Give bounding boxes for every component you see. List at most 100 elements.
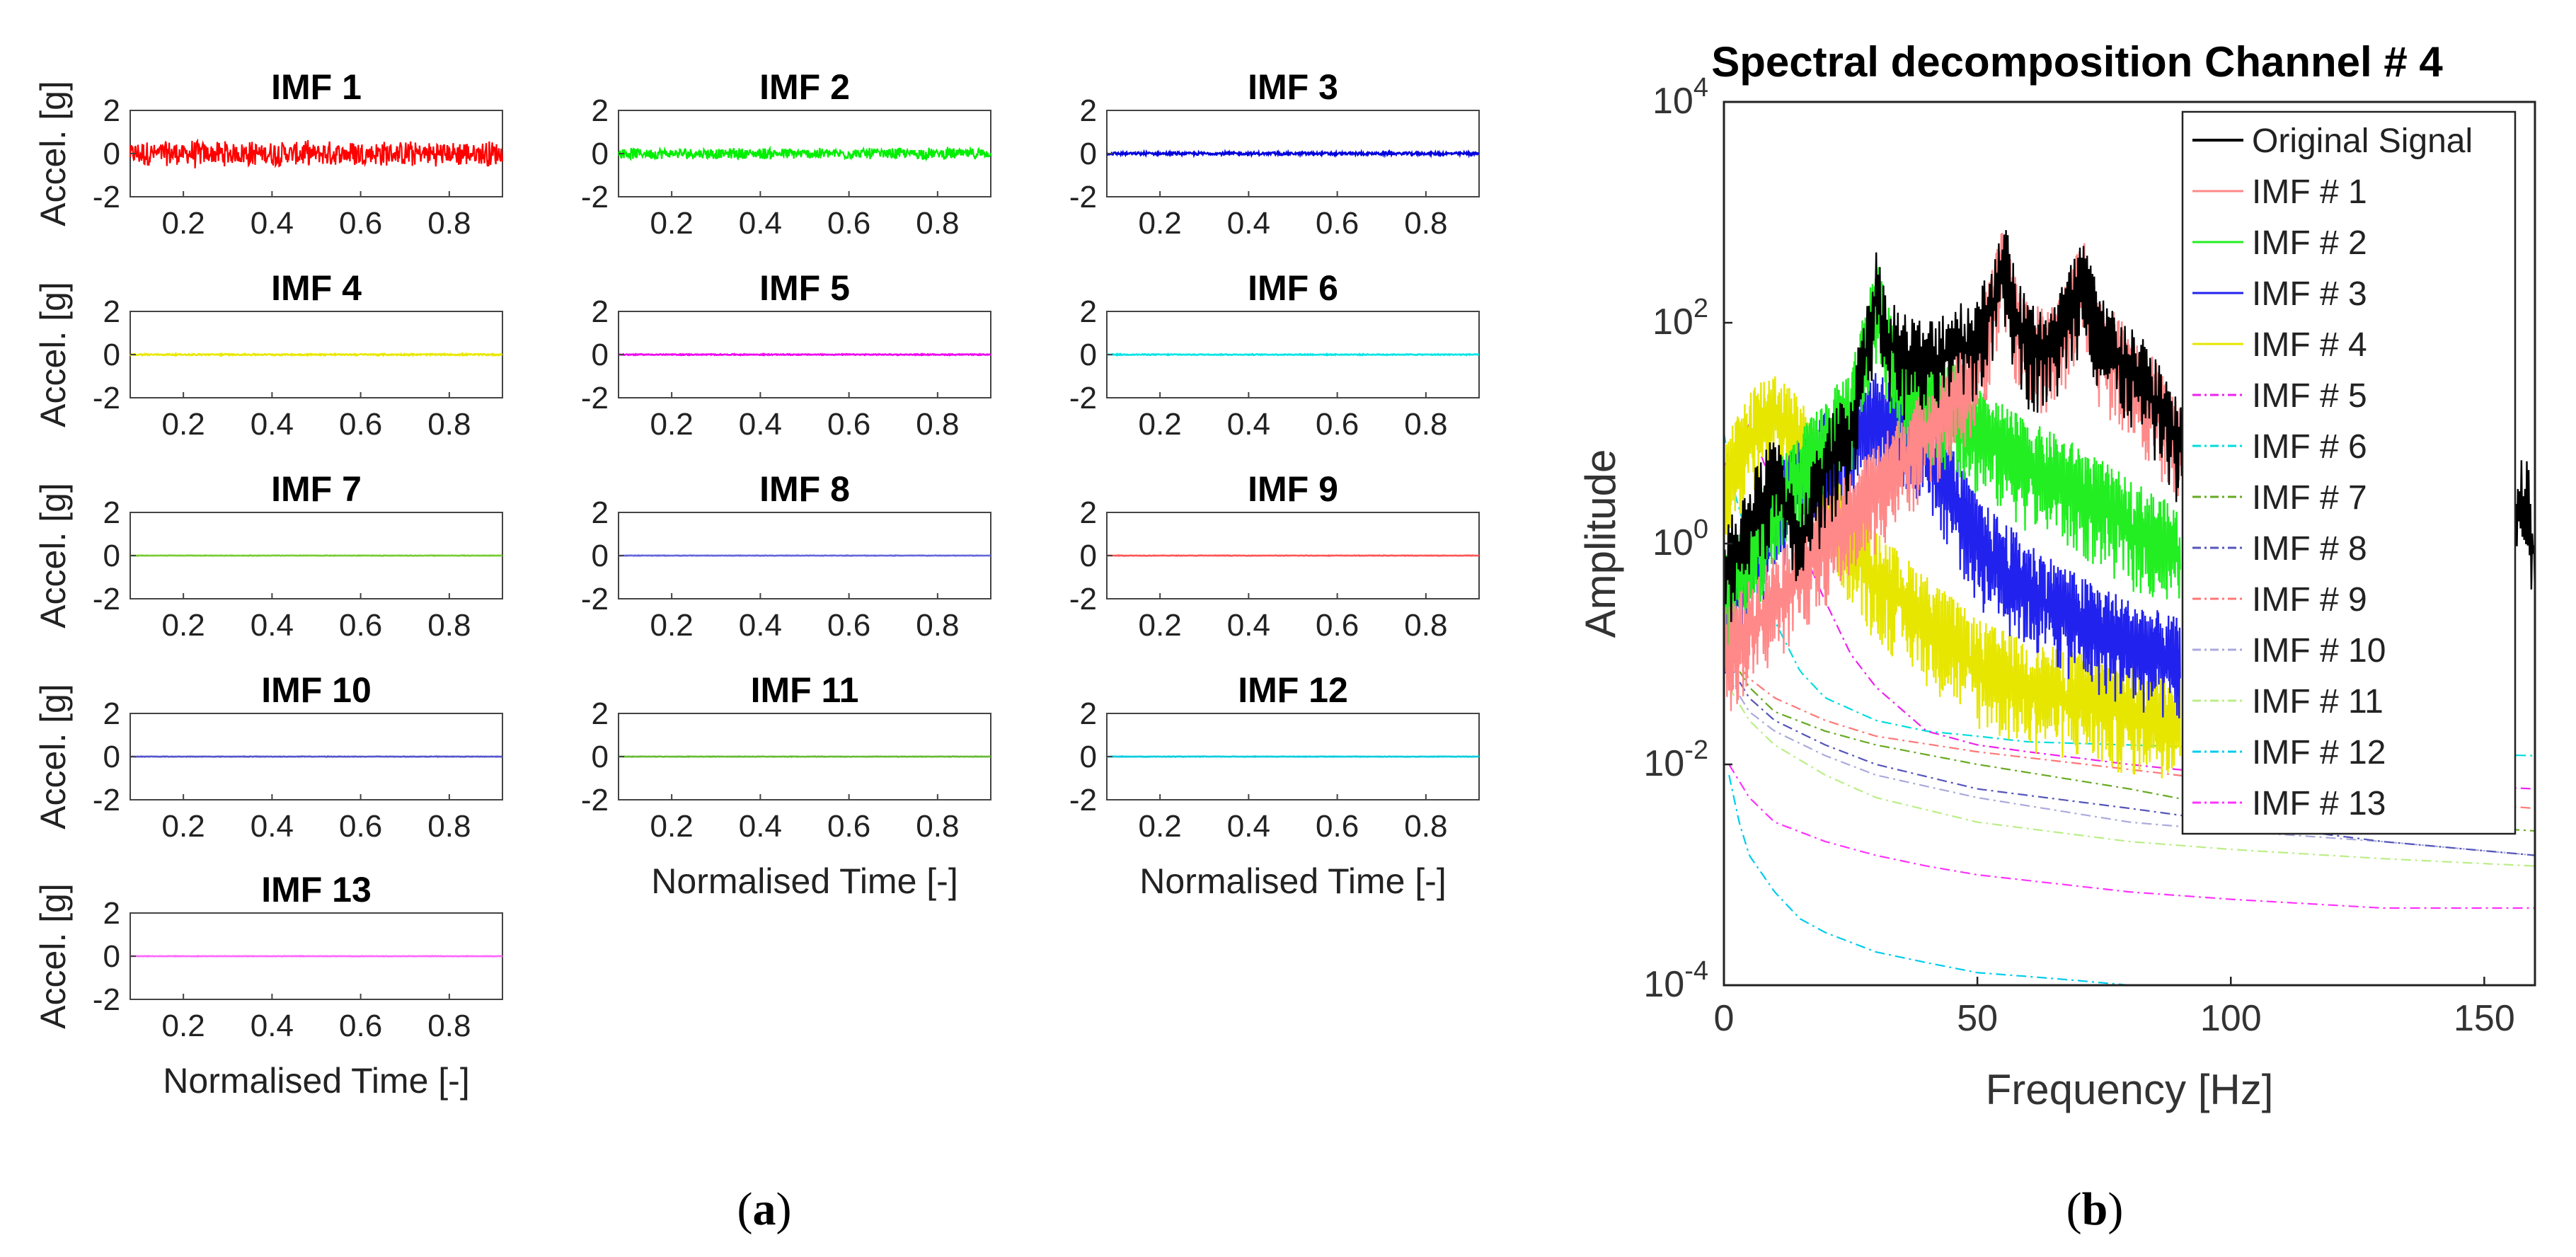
- y-tick-label: 2: [592, 696, 609, 731]
- x-tick-label: 0.2: [650, 809, 694, 844]
- legend-entry: Original Signal: [2252, 122, 2473, 160]
- x-tick-label: 0.4: [251, 1009, 294, 1043]
- imf-signal-line: [129, 138, 504, 168]
- y-tick-label: 0: [1080, 539, 1097, 573]
- legend-entry: IMF # 2: [2252, 224, 2367, 262]
- x-tick-label: 0.4: [251, 407, 294, 442]
- y-tick-label: 0: [103, 338, 120, 372]
- y-tick-label: 0: [103, 939, 120, 974]
- x-tick-label: 0.2: [162, 608, 205, 643]
- y-tick-label: 2: [592, 294, 609, 329]
- y-tick-label: 2: [1080, 294, 1097, 329]
- imf-x-axis-label: Normalised Time [-]: [163, 1061, 469, 1101]
- imf-subplot-title: IMF 13: [261, 870, 372, 909]
- x-tick-label: 0.6: [1316, 407, 1359, 442]
- y-tick-label: 104: [1652, 73, 1708, 122]
- y-tick-label: 2: [103, 294, 120, 329]
- spectrum-series-line: [1728, 774, 2180, 985]
- x-tick-label: 0.8: [427, 407, 471, 442]
- y-tick-label: -2: [1069, 783, 1097, 817]
- legend-entry: IMF # 13: [2252, 785, 2386, 822]
- y-tick-label: 0: [103, 137, 120, 171]
- panel-b-caption: (b): [2066, 1183, 2124, 1235]
- imf-x-axis-label: Normalised Time [-]: [1139, 861, 1446, 901]
- imf-subplot: IMF 3 2 0 -2 0.2 0.4 0.6 0.8: [1069, 67, 1480, 241]
- x-tick-label: 0.2: [162, 1009, 205, 1043]
- imf-subplot: IMF 1 2 0 -2 0.2 0.4 0.6 0.8 Accel. [g]: [33, 67, 504, 241]
- x-tick-label: 0.4: [1227, 407, 1270, 442]
- x-tick-label: 0.8: [427, 206, 471, 241]
- imf-subplot: IMF 11 2 0 -2 0.2 0.4 0.6 0.8 Normalised Time [-…: [581, 670, 991, 901]
- legend-entry: IMF # 4: [2252, 326, 2367, 364]
- imf-subplot: IMF 8 2 0 -2 0.2 0.4 0.6 0.8: [581, 469, 991, 643]
- legend-entry: IMF # 8: [2252, 530, 2367, 568]
- x-tick-label: 0.4: [251, 608, 294, 643]
- y-tick-label: -2: [581, 582, 609, 616]
- imf-subplot-title: IMF 2: [759, 67, 850, 107]
- y-tick-label: 10-4: [1643, 956, 1708, 1005]
- y-tick-label: 2: [1080, 93, 1097, 128]
- legend-entry: IMF # 9: [2252, 581, 2367, 619]
- x-tick-label: 0.6: [1316, 809, 1359, 844]
- imf-subplot-title: IMF 3: [1248, 67, 1338, 107]
- imf-subplot: IMF 5 2 0 -2 0.2 0.4 0.6 0.8: [581, 268, 991, 442]
- legend-entry: IMF # 10: [2252, 632, 2386, 670]
- y-tick-label: 2: [1080, 495, 1097, 530]
- x-tick-label: 0.4: [739, 608, 782, 643]
- x-tick-label: 0.6: [339, 206, 382, 241]
- x-tick-label: 0.8: [916, 809, 959, 844]
- x-tick-label: 0.2: [650, 608, 694, 643]
- x-tick-label: 0.8: [1404, 206, 1447, 241]
- x-tick-label: 0.2: [162, 407, 205, 442]
- imf-subplot: IMF 12 2 0 -2 0.2 0.4 0.6 0.8 Normalised Time [-…: [1069, 670, 1480, 901]
- x-tick-label: 0.4: [1227, 206, 1270, 241]
- x-tick-label: 0.4: [251, 809, 294, 844]
- imf-subplot: IMF 2 2 0 -2 0.2 0.4 0.6 0.8: [581, 67, 992, 241]
- imf-subplot-title: IMF 7: [271, 469, 362, 509]
- imf-subplot-title: IMF 9: [1248, 469, 1338, 509]
- x-tick-label: 0.2: [162, 206, 205, 241]
- y-tick-label: 2: [592, 93, 609, 128]
- x-tick-label: 0.8: [427, 1009, 471, 1043]
- x-tick-label: 0.6: [339, 608, 382, 643]
- y-tick-label: -2: [1069, 381, 1097, 415]
- y-tick-label: 0: [592, 539, 609, 573]
- spectrum-series-line: [1728, 664, 2535, 856]
- x-tick-label: 0.6: [827, 809, 870, 844]
- x-tick-label: 0.4: [739, 407, 782, 442]
- y-tick-label: -2: [581, 783, 609, 817]
- y-tick-label: -2: [93, 783, 120, 817]
- y-tick-label: 102: [1652, 294, 1708, 343]
- y-tick-label: -2: [93, 180, 120, 214]
- x-tick-label: 0.2: [162, 809, 205, 844]
- imf-y-axis-label: Accel. [g]: [33, 282, 73, 427]
- imf-signal-line: [619, 352, 991, 357]
- x-tick-label: 0.6: [827, 407, 870, 442]
- y-tick-label: 2: [592, 495, 609, 530]
- legend-entry: IMF # 12: [2252, 734, 2386, 771]
- x-tick-label: 0.6: [339, 809, 382, 844]
- y-tick-label: -2: [1069, 582, 1097, 616]
- imf-subplot: IMF 7 2 0 -2 0.2 0.4 0.6 0.8 Accel. [g]: [33, 469, 503, 643]
- x-tick-label: 0.8: [1404, 608, 1447, 643]
- x-tick-label: 0.2: [650, 407, 694, 442]
- legend-entry: IMF # 11: [2252, 683, 2384, 721]
- panel-a-caption: (a): [737, 1183, 792, 1235]
- imf-subplot-title: IMF 4: [271, 268, 362, 308]
- y-tick-label: 2: [103, 93, 120, 128]
- spectrum-y-ticks: 104 102 100 10-2 10-4: [1643, 73, 1732, 1005]
- x-tick-label: 0.6: [827, 206, 870, 241]
- y-tick-label: 0: [1080, 137, 1097, 171]
- y-tick-label: 0: [592, 740, 609, 774]
- panel-b-spectrum: Spectral decomposition Channel # 4 104 10…: [1577, 38, 2536, 1113]
- x-tick-label: 0.8: [1404, 809, 1447, 844]
- y-tick-label: 2: [103, 896, 120, 931]
- imf-subplot-title: IMF 12: [1238, 670, 1348, 710]
- y-tick-label: -2: [93, 582, 120, 616]
- imf-subplot: IMF 13 2 0 -2 0.2 0.4 0.6 0.8 Accel. [g] Normalis…: [33, 870, 503, 1101]
- legend-entry: IMF # 6: [2252, 428, 2367, 466]
- imf-y-axis-label: Accel. [g]: [33, 883, 73, 1029]
- y-tick-label: 2: [103, 495, 120, 530]
- spectrum-title: Spectral decomposition Channel # 4: [1711, 38, 2443, 86]
